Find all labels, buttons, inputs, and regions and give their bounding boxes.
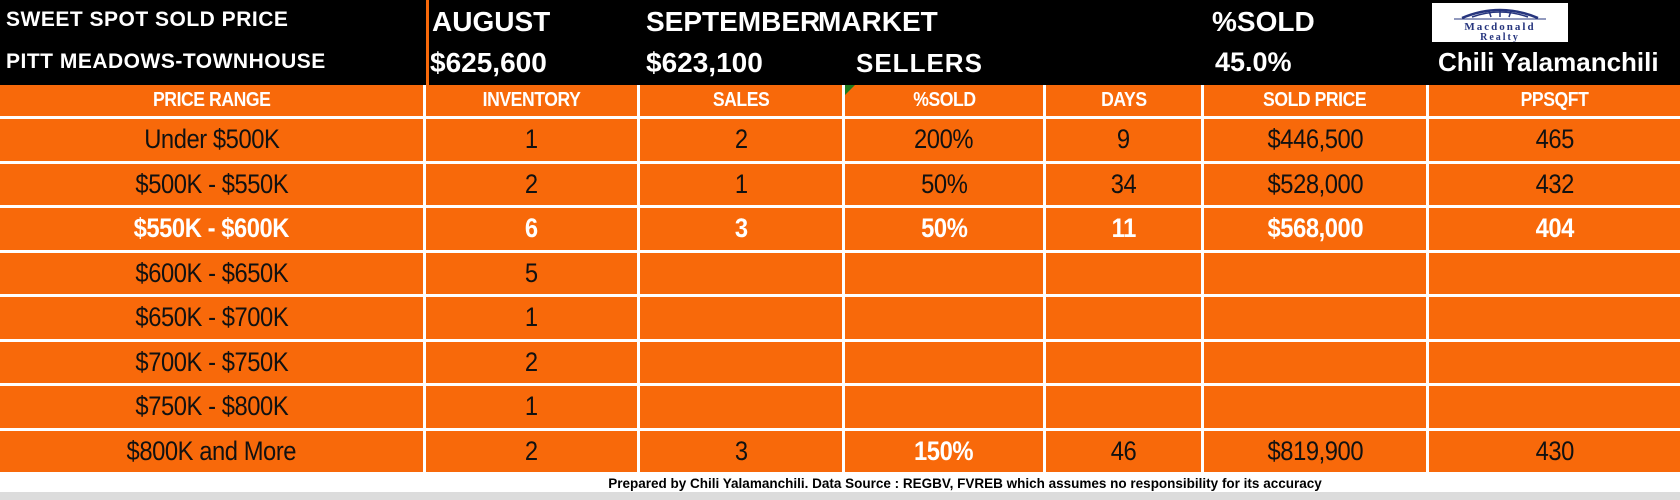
- month1-label: AUGUST: [432, 6, 551, 37]
- cell-sales[interactable]: 3: [640, 430, 845, 475]
- cell-sales[interactable]: [640, 341, 845, 386]
- cell-sales[interactable]: 1: [640, 163, 845, 208]
- cell-inventory[interactable]: 2: [426, 430, 640, 475]
- report-title: SWEET SPOT SOLD PRICE: [6, 8, 289, 31]
- realty-arch-icon: Macdonald Realty: [1454, 8, 1546, 43]
- cell-days[interactable]: 11: [1046, 208, 1204, 253]
- cell-days[interactable]: [1046, 386, 1204, 431]
- agent-name: Chili Yalamanchili: [1438, 47, 1659, 77]
- col-header-sold-price[interactable]: SOLD PRICE: [1204, 85, 1429, 119]
- cell-sold-price[interactable]: $528,000: [1204, 163, 1429, 208]
- cell-ppsqft[interactable]: [1429, 252, 1680, 297]
- cell-price-range[interactable]: $650K - $700K: [0, 297, 426, 342]
- market-status-value: SELLERS: [856, 48, 983, 78]
- price-range-table: PRICE RANGE INVENTORY SALES %SOLD DAYS S…: [0, 85, 1680, 475]
- month1-sold-price: $625,600: [430, 47, 547, 78]
- percent-sold-label: %SOLD: [1212, 6, 1315, 37]
- cell-pct-sold[interactable]: 200%: [845, 119, 1046, 164]
- cell-ppsqft[interactable]: 404: [1429, 208, 1680, 253]
- cell-days[interactable]: [1046, 341, 1204, 386]
- cell-days[interactable]: 34: [1046, 163, 1204, 208]
- cell-pct-sold[interactable]: 50%: [845, 163, 1046, 208]
- cell-price-range[interactable]: $700K - $750K: [0, 341, 426, 386]
- cell-price-range[interactable]: $550K - $600K: [0, 208, 426, 253]
- cell-inventory[interactable]: 6: [426, 208, 640, 253]
- cell-sold-price[interactable]: [1204, 341, 1429, 386]
- cell-sales[interactable]: [640, 252, 845, 297]
- cell-ppsqft[interactable]: 465: [1429, 119, 1680, 164]
- col-header-days[interactable]: DAYS: [1046, 85, 1204, 119]
- month2-label: SEPTEMBER: [646, 6, 821, 37]
- cell-price-range[interactable]: $750K - $800K: [0, 386, 426, 431]
- cell-pct-sold[interactable]: [845, 297, 1046, 342]
- cell-days[interactable]: [1046, 252, 1204, 297]
- cell-ppsqft[interactable]: 430: [1429, 430, 1680, 475]
- cell-inventory[interactable]: 1: [426, 297, 640, 342]
- market-label: MARKET: [818, 6, 938, 37]
- cell-sales[interactable]: 3: [640, 208, 845, 253]
- col-header-pct-sold[interactable]: %SOLD: [845, 85, 1046, 119]
- cell-inventory[interactable]: 2: [426, 341, 640, 386]
- cell-inventory[interactable]: 5: [426, 252, 640, 297]
- col-header-inventory[interactable]: INVENTORY: [426, 85, 640, 119]
- cell-pct-sold[interactable]: 150%: [845, 430, 1046, 475]
- disclaimer-text: Prepared by Chili Yalamanchili. Data Sou…: [608, 476, 1322, 491]
- cell-inventory[interactable]: 2: [426, 163, 640, 208]
- cell-days[interactable]: [1046, 297, 1204, 342]
- cell-sold-price[interactable]: [1204, 252, 1429, 297]
- cell-pct-sold[interactable]: 50%: [845, 208, 1046, 253]
- cell-days[interactable]: 46: [1046, 430, 1204, 475]
- cell-sold-price[interactable]: $446,500: [1204, 119, 1429, 164]
- col-header-price-range[interactable]: PRICE RANGE: [0, 85, 426, 119]
- cell-pct-sold[interactable]: [845, 341, 1046, 386]
- cell-price-range[interactable]: $800K and More: [0, 430, 426, 475]
- cell-ppsqft[interactable]: [1429, 386, 1680, 431]
- report-header: SWEET SPOT SOLD PRICE PITT MEADOWS-TOWNH…: [0, 0, 1680, 85]
- green-corner-marker-icon: [845, 85, 855, 95]
- cell-price-range[interactable]: $500K - $550K: [0, 163, 426, 208]
- cell-sold-price[interactable]: $819,900: [1204, 430, 1429, 475]
- cell-sales[interactable]: 2: [640, 119, 845, 164]
- logo-text-line1: Macdonald: [1464, 21, 1535, 33]
- cell-inventory[interactable]: 1: [426, 386, 640, 431]
- cell-days[interactable]: 9: [1046, 119, 1204, 164]
- cell-pct-sold[interactable]: [845, 252, 1046, 297]
- cell-sold-price[interactable]: [1204, 386, 1429, 431]
- cell-ppsqft[interactable]: [1429, 341, 1680, 386]
- cell-sales[interactable]: [640, 297, 845, 342]
- cell-inventory[interactable]: 1: [426, 119, 640, 164]
- footer-disclaimer: Prepared by Chili Yalamanchili. Data Sou…: [0, 475, 1680, 492]
- cell-pct-sold[interactable]: [845, 386, 1046, 431]
- cell-sold-price[interactable]: [1204, 297, 1429, 342]
- header-divider-line: [426, 0, 429, 85]
- month2-sold-price: $623,100: [646, 47, 763, 78]
- report-subtitle-area: PITT MEADOWS-TOWNHOUSE: [6, 50, 326, 73]
- cell-price-range[interactable]: $600K - $650K: [0, 252, 426, 297]
- percent-sold-value: 45.0%: [1215, 47, 1292, 77]
- col-header-sales[interactable]: SALES: [640, 85, 845, 119]
- cell-ppsqft[interactable]: 432: [1429, 163, 1680, 208]
- cell-ppsqft[interactable]: [1429, 297, 1680, 342]
- logo-text-line2: Realty: [1480, 32, 1520, 42]
- col-header-ppsqft[interactable]: PPSQFT: [1429, 85, 1680, 119]
- bottom-gray-strip: [0, 492, 1680, 500]
- cell-sold-price[interactable]: $568,000: [1204, 208, 1429, 253]
- cell-sales[interactable]: [640, 386, 845, 431]
- cell-price-range[interactable]: Under $500K: [0, 119, 426, 164]
- macdonald-realty-logo: Macdonald Realty: [1432, 3, 1568, 43]
